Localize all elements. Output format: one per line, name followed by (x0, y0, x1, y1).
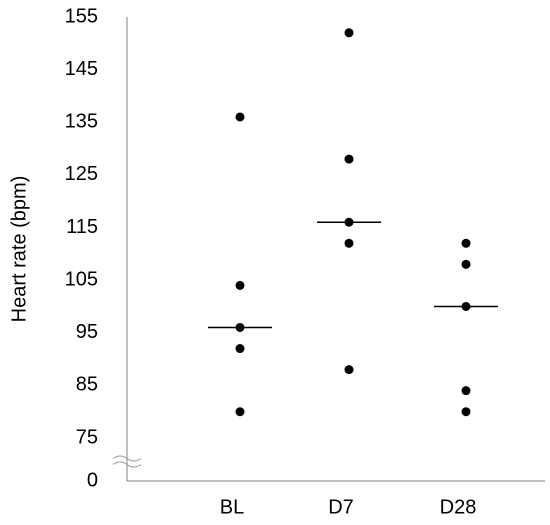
data-point (461, 238, 471, 248)
y-tick-label: 105 (65, 268, 98, 290)
data-point (235, 280, 245, 290)
data-point (344, 238, 354, 248)
y-tick-label: 95 (76, 321, 98, 343)
data-point (344, 365, 354, 375)
x-tick-label: D28 (440, 496, 477, 518)
data-point (461, 259, 471, 269)
axis-break (112, 455, 142, 462)
y-tick-label: 135 (65, 111, 98, 133)
data-point (344, 28, 354, 38)
y-tick-label: 115 (66, 216, 98, 238)
x-tick-label: BL (220, 496, 244, 518)
y-tick-label: 75 (76, 426, 98, 448)
y-tick-label: 0 (87, 469, 98, 491)
data-point (461, 386, 471, 396)
y-tick-label: 145 (65, 58, 98, 80)
data-point (344, 154, 354, 164)
data-point (235, 344, 245, 354)
axis-break (112, 461, 142, 468)
y-tick-label: 85 (76, 374, 98, 396)
data-point (235, 407, 245, 417)
y-axis-label: Heart rate (bpm) (8, 176, 30, 323)
data-point (235, 112, 245, 122)
y-tick-label: 155 (65, 5, 98, 27)
data-point (461, 407, 471, 417)
x-tick-label: D7 (328, 496, 354, 518)
y-tick-label: 125 (65, 163, 98, 185)
